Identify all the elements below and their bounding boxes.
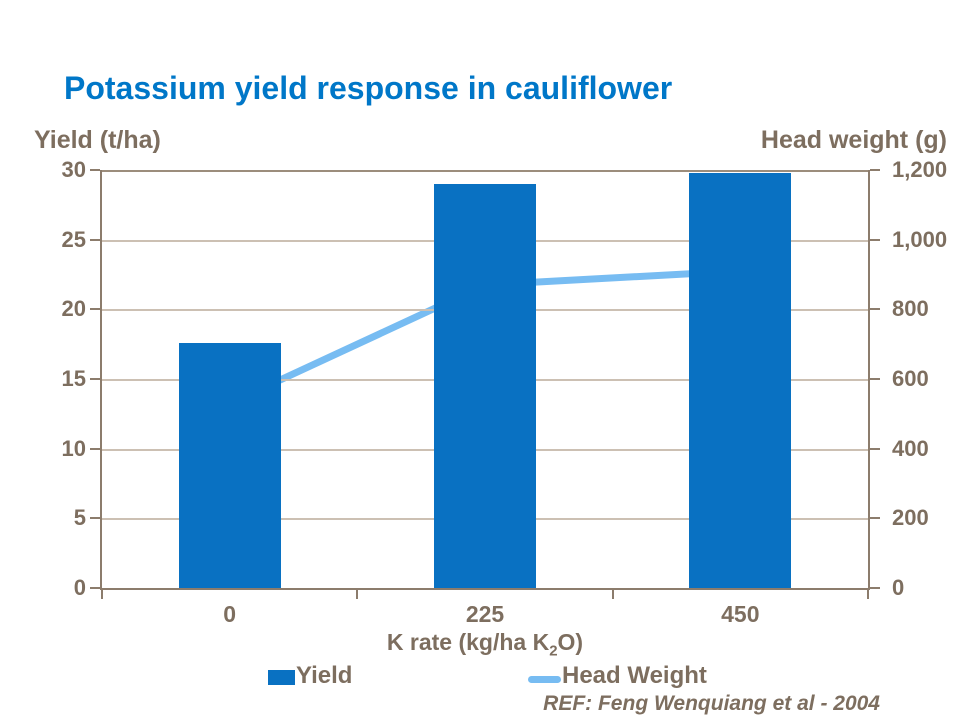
y-axis-tick-label: 600 [892, 366, 929, 391]
right-axis-tick [870, 308, 880, 310]
x-axis-tick-label: 0 [223, 601, 237, 627]
yield-bar [179, 343, 281, 588]
y-axis-tick-label: 25 [61, 227, 86, 252]
x-axis-title: K rate (kg/ha K2O) [102, 629, 868, 660]
left-axis-tick [90, 378, 100, 380]
y-axis-tick-label: 30 [61, 157, 86, 182]
y-axis-tick-label: 5 [73, 505, 86, 530]
right-axis-line [868, 170, 870, 590]
right-axis-tick [870, 378, 880, 380]
y-axis-tick-label: 10 [61, 436, 86, 461]
x-axis-tick [356, 590, 358, 599]
y-axis-tick-label: 15 [61, 366, 86, 391]
yield-bar [689, 173, 791, 588]
right-axis-tick [870, 448, 880, 450]
right-axis-tick-labels: 1,200 1,000 800 600 400 200 0 [892, 157, 960, 600]
left-axis-label: Yield (t/ha) [34, 126, 161, 154]
x-axis-line [100, 588, 870, 590]
y-axis-tick-label: 1,000 [892, 227, 948, 252]
x-axis-tick-labels: 0 225 450 [102, 601, 868, 629]
y-axis-tick-label: 1,200 [892, 157, 948, 182]
x-axis-title-subscript: 2 [549, 642, 558, 660]
left-axis-tick [90, 308, 100, 310]
left-axis-tick-labels: 30 25 20 15 10 5 0 [0, 157, 86, 600]
right-axis-tick [870, 239, 880, 241]
right-axis-label: Head weight (g) [760, 126, 947, 154]
right-axis-tick [870, 587, 880, 589]
y-axis-tick-label: 800 [892, 296, 929, 321]
left-axis-tick [90, 239, 100, 241]
x-axis-tick [101, 590, 103, 599]
legend-yield-label: Yield [296, 662, 353, 689]
x-axis-title-suffix: O) [557, 629, 584, 655]
left-axis-tick [90, 587, 100, 589]
x-axis-tick [867, 590, 869, 599]
left-axis-tick [90, 169, 100, 171]
plot-area [90, 169, 880, 599]
right-axis-tick [870, 169, 880, 171]
x-axis-title-prefix: K rate (kg/ha K [386, 629, 550, 655]
left-axis-tick [90, 448, 100, 450]
chart-title: Potassium yield response in cauliflower [64, 70, 673, 106]
yield-bar [434, 184, 536, 588]
y-axis-tick-label: 20 [61, 296, 86, 321]
y-axis-tick-label: 400 [892, 436, 929, 461]
x-axis-tick-label: 225 [465, 601, 505, 627]
left-axis-line [100, 170, 102, 590]
reference-text: REF: Feng Wenquiang et al - 2004 [543, 692, 880, 715]
legend-yield-swatch [268, 670, 295, 685]
y-axis-tick-label: 0 [892, 575, 905, 600]
legend-head-weight-swatch [528, 676, 561, 683]
gridline [102, 170, 868, 172]
y-axis-tick-label: 200 [892, 505, 929, 530]
right-axis-tick [870, 517, 880, 519]
left-axis-tick [90, 517, 100, 519]
x-axis-tick-label: 450 [721, 601, 760, 627]
legend-head-weight-label: Head Weight [562, 662, 707, 689]
x-axis-tick [612, 590, 614, 599]
y-axis-tick-label: 0 [73, 575, 86, 600]
